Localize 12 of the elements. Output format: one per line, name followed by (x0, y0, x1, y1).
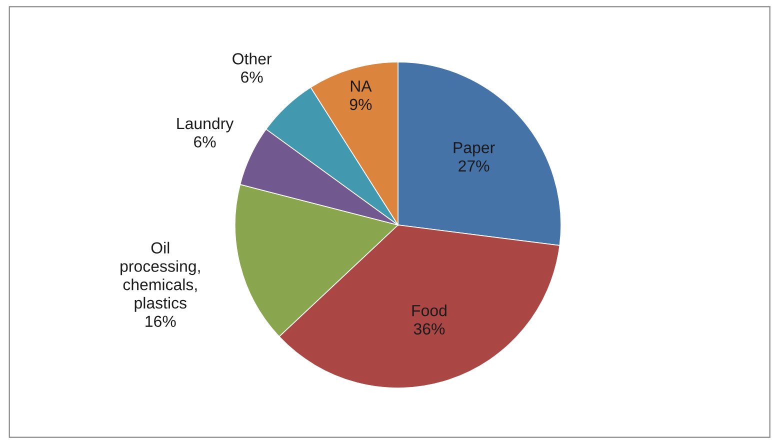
slice-label: Laundry (177, 117, 234, 132)
slice-label: NA (350, 80, 372, 92)
slice-label: Other (232, 52, 272, 64)
data-label: 6% (194, 136, 216, 148)
data-label: 27% (458, 160, 490, 172)
slice-label: Paper (454, 142, 495, 156)
slice-label: Food (412, 304, 446, 316)
data-label: 9% (350, 98, 372, 110)
data-label: 6% (241, 72, 263, 83)
slice-label: Oil processing, chemicals, plastics (120, 242, 200, 312)
data-label: 16% (146, 316, 176, 328)
data-label: 36% (414, 323, 445, 335)
